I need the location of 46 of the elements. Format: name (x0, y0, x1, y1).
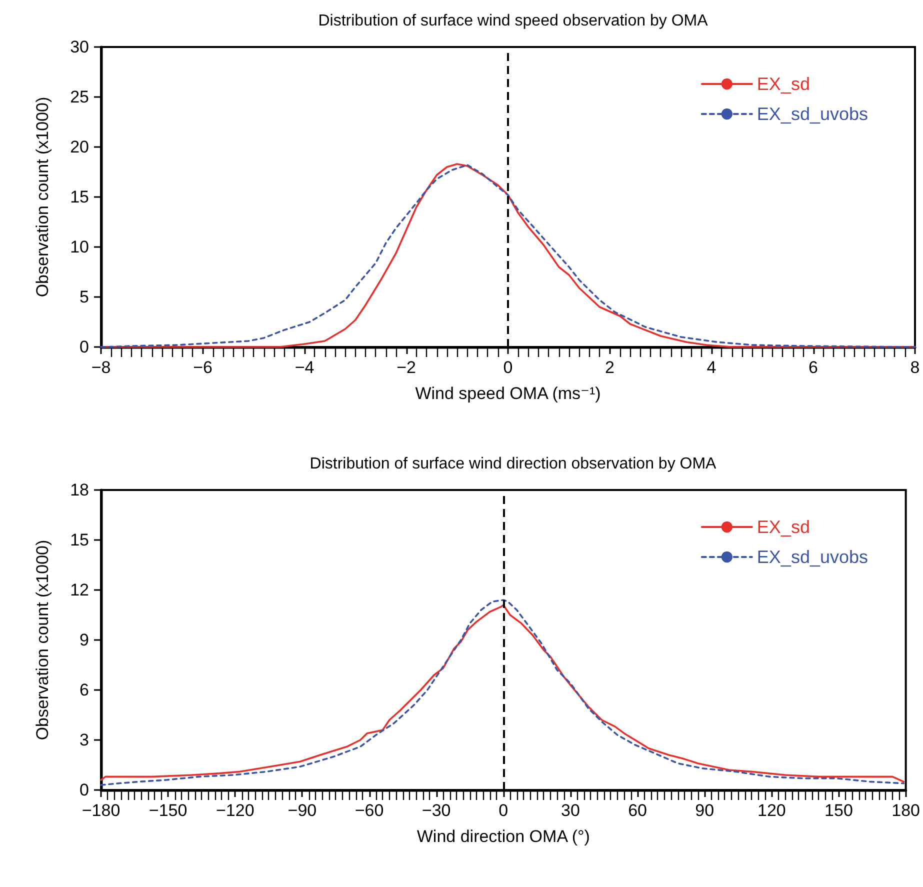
x-tick-label: −6 (193, 358, 212, 377)
x-tick-label: 8 (910, 358, 920, 377)
x-tick-label: 0 (498, 801, 508, 820)
x-tick-label: −2 (396, 358, 416, 377)
y-tick-label: 12 (70, 580, 89, 600)
x-tick-label: 0 (503, 358, 513, 377)
x-axis-title: Wind direction OMA (°) (416, 827, 590, 846)
x-tick-label: −120 (216, 801, 254, 820)
y-axis-title: Observation count (x1000) (33, 540, 52, 740)
chart-title: Distribution of surface wind speed observation by OMA (318, 12, 708, 30)
legend-label: EX_sd (756, 517, 810, 537)
y-tick-label: 0 (80, 338, 89, 356)
x-tick-label: 4 (706, 358, 716, 377)
x-tick-label: 6 (808, 358, 818, 377)
y-tick-label: 30 (70, 38, 89, 56)
legend-label: EX_sd_uvobs (756, 547, 868, 567)
y-tick-label: 6 (80, 680, 89, 700)
y-axis-title: Observation count (x1000) (33, 96, 52, 298)
y-tick-label: 0 (80, 780, 89, 800)
x-tick-label: −60 (354, 801, 384, 820)
y-tick-label: 20 (70, 138, 89, 156)
legend-label: EX_sd_uvobs (756, 104, 868, 124)
x-tick-label: 90 (695, 801, 714, 820)
y-tick-label: 15 (70, 530, 89, 550)
y-tick-label: 5 (80, 288, 89, 306)
x-tick-label: 120 (757, 801, 786, 820)
x-tick-label: 60 (628, 801, 648, 820)
y-tick-label: 3 (80, 730, 89, 750)
x-tick-label: −180 (82, 801, 120, 820)
x-tick-label: 180 (892, 801, 920, 820)
y-tick-label: 15 (70, 188, 89, 206)
y-tick-label: 9 (80, 630, 89, 650)
y-tick-label: 10 (70, 238, 89, 256)
x-tick-label: 2 (605, 358, 614, 377)
x-tick-label: 150 (824, 801, 853, 820)
x-tick-label: −150 (148, 801, 188, 820)
x-tick-label: 30 (561, 801, 580, 820)
y-tick-label: 18 (70, 480, 89, 500)
x-tick-label: −4 (294, 358, 314, 377)
chart-title: Distribution of surface wind direction observation by OMA (310, 456, 717, 472)
x-axis-title: Wind speed OMA (ms⁻¹) (415, 384, 601, 403)
x-tick-label: −30 (422, 801, 451, 820)
x-tick-label: −8 (91, 358, 111, 377)
legend-label: EX_sd (756, 74, 810, 94)
y-tick-label: 25 (70, 88, 89, 106)
x-tick-label: −90 (288, 801, 317, 820)
